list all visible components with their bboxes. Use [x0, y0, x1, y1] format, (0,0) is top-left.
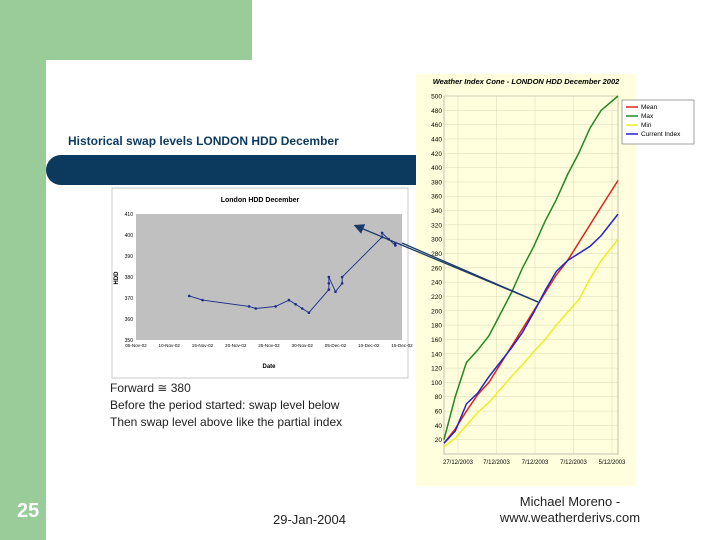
right-y-tick-label: 200 — [431, 308, 442, 315]
left-x-tick-label: 05-Nov-02 — [125, 343, 147, 348]
left-x-tick-label: 25-Nov-02 — [258, 343, 280, 348]
right-y-tick-label: 260 — [431, 265, 442, 272]
slide-number: 25 — [17, 500, 40, 522]
right-y-tick-label: 420 — [431, 151, 442, 158]
left-chart-title: London HDD December — [221, 197, 300, 204]
author-name: Michael Moreno - — [519, 494, 621, 509]
left-y-tick-label: 390 — [125, 254, 134, 260]
right-y-tick-label: 140 — [431, 351, 442, 358]
left-data-point — [254, 307, 257, 310]
right-y-tick-label: 440 — [431, 136, 442, 143]
left-data-point — [201, 298, 204, 302]
left-data-point — [294, 303, 297, 306]
right-x-tick-label: 27/12/2003 — [443, 460, 474, 466]
right-y-tick-label: 80 — [435, 394, 443, 401]
series-line-mean — [443, 180, 619, 444]
left-x-tick-label: 15-Dec-02 — [391, 343, 413, 348]
right-y-tick-label: 100 — [431, 380, 442, 387]
right-x-tick-label: 7/12/2003 — [522, 460, 549, 466]
left-data-point — [380, 235, 384, 239]
left-data-point — [287, 298, 291, 302]
left-y-tick-label: 350 — [125, 338, 134, 344]
left-data-point — [340, 275, 344, 279]
left-y-tick-label: 400 — [125, 233, 134, 239]
right-y-tick-label: 400 — [431, 165, 442, 172]
left-x-tick-label: 30-Nov-02 — [292, 343, 314, 348]
legend-label: Mean — [641, 104, 658, 111]
right-y-tick-label: 20 — [435, 437, 443, 444]
left-data-point — [327, 288, 331, 291]
left-x-tick-label: 05-Dec-02 — [325, 343, 347, 348]
right-chart-title: Weather Index Cone - LONDON HDD December… — [433, 77, 620, 86]
right-y-tick-label: 40 — [435, 423, 443, 430]
left-y-tick-label: 410 — [125, 212, 134, 218]
series-line-min — [443, 238, 619, 448]
london-hdd-december-chart: London HDD December Date HDD 350 360 370 38… — [111, 187, 413, 379]
left-data-point — [380, 231, 384, 235]
left-data-point — [327, 282, 331, 285]
right-y-tick-label: 460 — [431, 122, 442, 129]
legend-label: Max — [641, 113, 654, 120]
right-x-tick-label: 7/12/2003 — [560, 460, 587, 466]
weather-index-cone-chart: Weather Index Cone - LONDON HDD December… — [416, 74, 695, 486]
right-y-tick-label: 360 — [431, 194, 442, 201]
footer-date: 29-Jan-2004 — [273, 512, 346, 527]
right-y-tick-label: 240 — [431, 280, 442, 287]
left-x-tick-label: 10-Nov-02 — [159, 343, 181, 348]
left-data-point — [340, 282, 344, 285]
left-data-point — [247, 305, 251, 308]
right-y-tick-label: 340 — [431, 208, 442, 215]
left-x-tick-label: 10-Dec-02 — [358, 343, 380, 348]
left-data-point — [327, 275, 331, 279]
body-line-then: Then swap level above like the partial i… — [110, 415, 343, 429]
green-header-block — [0, 0, 252, 60]
right-y-tick-label: 300 — [431, 237, 442, 244]
right-y-tick-label: 180 — [431, 323, 442, 330]
right-y-tick-label: 160 — [431, 337, 442, 344]
right-y-tick-label: 380 — [431, 179, 442, 186]
right-x-tick-label: 5/12/2003 — [599, 460, 626, 466]
right-y-tick-label: 60 — [435, 409, 443, 416]
series-line-current-index — [443, 213, 619, 444]
right-y-tick-label: 280 — [431, 251, 442, 258]
left-x-tick-label: 20-Nov-02 — [225, 343, 247, 348]
footer-author: Michael Moreno - www.weatherderivs.com — [490, 494, 650, 526]
left-data-point — [274, 305, 277, 308]
left-y-tick-label: 360 — [125, 317, 134, 323]
left-chart-xlabel: Date — [262, 364, 276, 370]
left-data-point — [300, 307, 304, 310]
right-x-tick-label: 7/12/2003 — [483, 460, 510, 466]
left-data-point — [387, 237, 391, 241]
legend-label: Current Index — [641, 131, 681, 138]
left-x-tick-label: 15-Nov-02 — [192, 343, 214, 348]
green-left-strip — [0, 60, 46, 540]
left-data-point — [334, 290, 337, 293]
right-y-tick-label: 480 — [431, 108, 442, 115]
left-data-point — [394, 242, 397, 245]
body-text: Forward ≅ 380 Before the period started:… — [110, 380, 342, 431]
right-chart-legend: Mean Max Min Current Index — [621, 99, 695, 145]
legend-label: Min — [641, 122, 652, 129]
right-y-tick-label: 220 — [431, 294, 442, 301]
left-y-tick-label: 380 — [125, 275, 134, 281]
body-line-before: Before the period started: swap level be… — [110, 398, 340, 412]
left-data-point — [307, 311, 311, 314]
left-data-point — [187, 294, 191, 298]
right-y-tick-label: 320 — [431, 222, 442, 229]
left-y-tick-label: 370 — [125, 296, 134, 302]
right-y-tick-label: 120 — [431, 366, 442, 373]
body-line-forward: Forward ≅ 380 — [110, 381, 191, 395]
slide-title: Historical swap levels LONDON HDD Decemb… — [68, 134, 339, 148]
right-y-tick-label: 500 — [431, 94, 442, 101]
content-corner — [46, 60, 116, 130]
author-website: www.weatherderivs.com — [499, 510, 641, 525]
left-chart-ylabel: HDD — [114, 271, 120, 285]
